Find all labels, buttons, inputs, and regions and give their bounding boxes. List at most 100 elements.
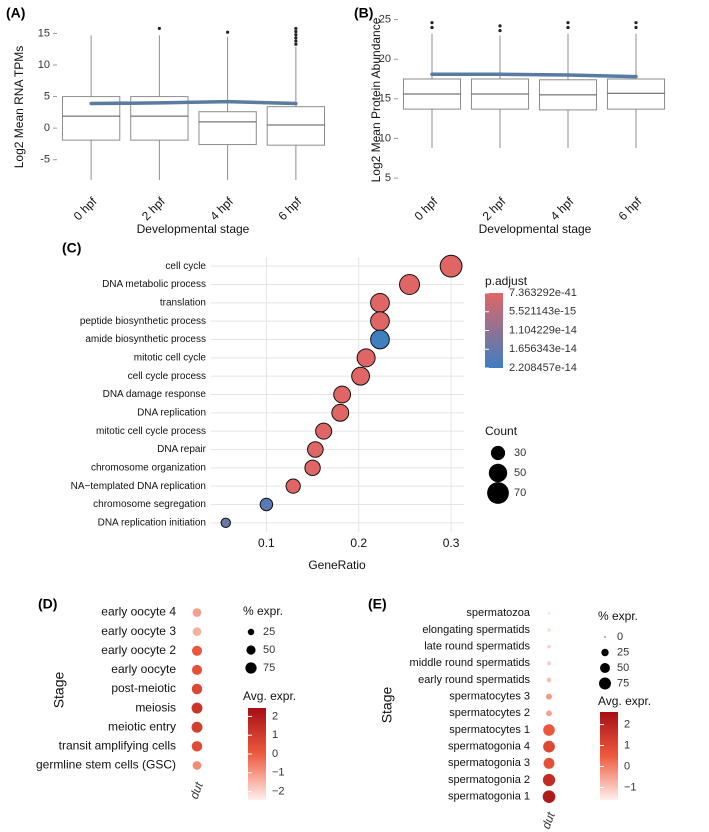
size-label: 75	[263, 662, 275, 674]
y-tick-label: -5	[40, 154, 50, 166]
y-tick-label: early oocyte 2	[101, 643, 176, 657]
dot	[220, 517, 231, 529]
y-tick-label: late round spermatids	[424, 641, 530, 653]
dot	[191, 741, 203, 752]
colorbar-label: −2	[272, 785, 285, 797]
x-tick-label: 4 hpf	[207, 194, 236, 223]
x-tick-label: 0 hpf	[412, 194, 441, 223]
y-tick-label: spermatogonia 1	[448, 791, 530, 803]
dot	[259, 497, 274, 512]
size-key	[604, 636, 606, 638]
colorbar-label: 7.363292e-41	[509, 287, 577, 299]
colorbar	[485, 293, 503, 368]
colorbar-label: 1	[624, 739, 630, 751]
x-axis-title: GeneRatio	[308, 558, 366, 572]
y-tick-label: 0	[44, 122, 50, 134]
y-tick-label: 5	[44, 90, 50, 102]
x-tick-label: 0 hpf	[71, 194, 100, 223]
y-tick-label: mitotic cell cycle process	[96, 426, 206, 437]
y-tick-label: middle round spermatids	[410, 657, 531, 669]
size-label: 25	[263, 626, 275, 638]
y-tick-label: mitotic cell cycle	[134, 352, 207, 363]
colorbar-label: 1	[272, 729, 278, 741]
size-label: 50	[514, 467, 526, 479]
outlier	[634, 21, 638, 25]
y-tick-label: amide biosynthetic process	[85, 334, 206, 345]
y-tick-label: spermatozoa	[466, 607, 530, 619]
colorbar-label: 2	[624, 718, 630, 730]
y-tick-label: 20	[379, 53, 391, 65]
y-tick-label: post-meiotic	[111, 681, 176, 695]
size-key	[599, 677, 611, 690]
colorbar-label: 2	[272, 710, 278, 722]
y-tick-label: 15	[379, 93, 391, 105]
y-tick-label: DNA replication	[137, 407, 206, 418]
outlier	[294, 29, 298, 34]
size-label: 50	[617, 662, 629, 674]
y-tick-label: spermatocytes 2	[449, 707, 530, 719]
legend-title: % expr.	[243, 604, 283, 618]
outlier	[430, 25, 434, 30]
dot	[543, 740, 555, 753]
panel-label: (D)	[38, 596, 57, 612]
size-key	[487, 482, 509, 504]
colorbar-label: 1.656343e-14	[509, 343, 577, 355]
dot	[547, 611, 551, 615]
outlier	[498, 29, 502, 33]
dot	[370, 311, 390, 332]
panel-label: (C)	[62, 240, 81, 256]
size-label: 75	[617, 677, 629, 689]
y-tick-label: elongating spermatids	[422, 624, 530, 636]
dot	[543, 724, 555, 736]
dot	[192, 608, 202, 617]
dot	[542, 773, 556, 787]
dot	[315, 422, 333, 440]
x-tick-label: 6 hpf	[616, 194, 645, 223]
x-tick-label: 4 hpf	[548, 194, 577, 223]
dot	[370, 329, 390, 350]
x-tick-label: 2 hpf	[139, 194, 168, 223]
panel-label: (E)	[368, 596, 387, 612]
trend-line	[89, 99, 298, 106]
dot	[191, 645, 203, 656]
y-axis-title: Log2 Mean Protein Abundance	[369, 17, 383, 182]
x-tick-label: 6 hpf	[275, 194, 304, 223]
outlier	[498, 24, 502, 28]
dot	[370, 292, 390, 313]
panel-label: (B)	[354, 5, 373, 21]
y-tick-label: meiotic entry	[108, 719, 176, 733]
trend-line	[430, 72, 638, 79]
legend-title: Avg. expr.	[598, 694, 651, 708]
dot	[547, 644, 551, 649]
colorbar	[248, 708, 266, 800]
size-key	[247, 628, 255, 636]
dot	[304, 459, 321, 477]
x-tick-label: 0.3	[443, 536, 460, 550]
outlier	[566, 21, 570, 25]
box	[198, 111, 257, 146]
y-tick-label: cell cycle	[165, 261, 206, 272]
y-tick-label: early oocyte	[111, 662, 176, 676]
dot	[192, 627, 202, 637]
outlier	[294, 42, 298, 46]
y-tick-label: 10	[379, 132, 391, 144]
legend-title: % expr.	[598, 609, 638, 623]
legend-title: Avg. expr.	[243, 689, 296, 703]
dot	[356, 348, 376, 368]
dot	[191, 664, 203, 675]
y-tick-label: DNA metabolic process	[102, 279, 206, 290]
dot	[546, 677, 552, 683]
outlier	[294, 36, 298, 40]
size-label: 50	[263, 644, 275, 656]
y-tick-label: 5	[385, 172, 391, 184]
colorbar-label: 1.104229e-14	[509, 324, 577, 336]
x-tick-label: 0.1	[258, 536, 275, 550]
colorbar-label: −1	[624, 781, 637, 793]
y-tick-label: spermatocytes 3	[449, 691, 530, 703]
dot	[191, 721, 203, 733]
y-tick-label: 10	[38, 59, 50, 71]
size-key	[600, 663, 610, 673]
outlier	[294, 26, 298, 31]
dot	[547, 661, 551, 666]
dot	[333, 385, 352, 404]
